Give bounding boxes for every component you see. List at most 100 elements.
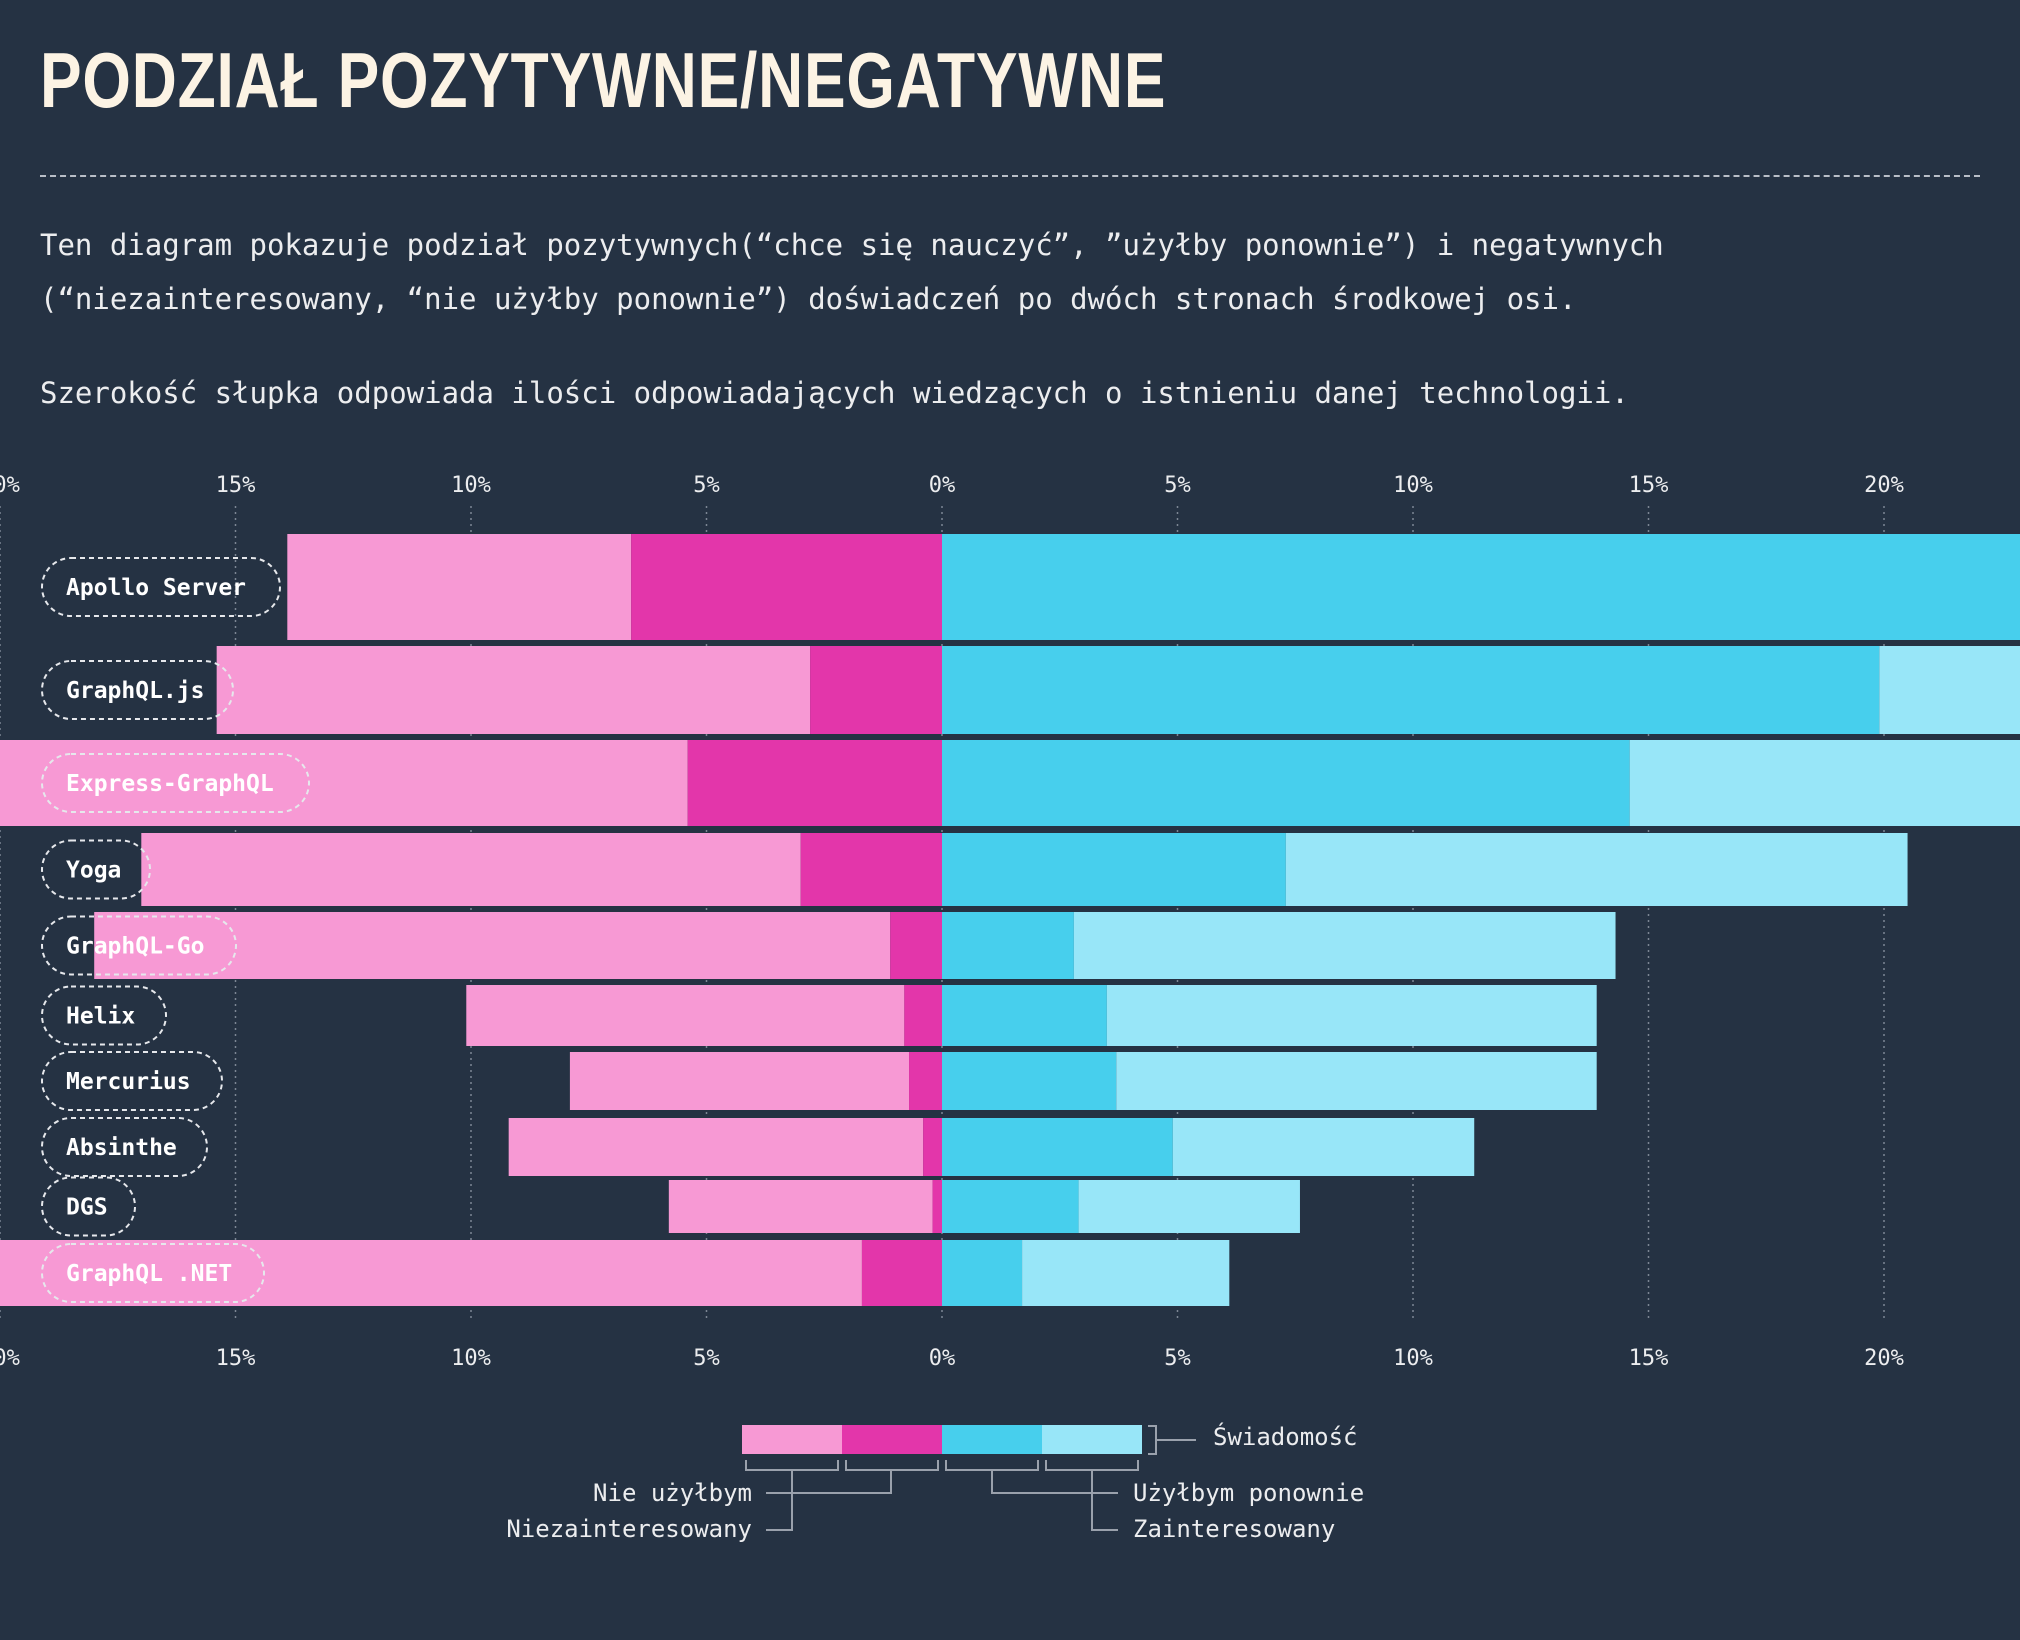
bar-segment-interested xyxy=(1022,1240,1230,1306)
category-label: GraphQL.js xyxy=(41,660,234,720)
x-tick-label-top: 10% xyxy=(451,473,491,498)
title-divider xyxy=(40,175,1980,177)
category-name: Absinthe xyxy=(66,1135,177,1161)
bar-segment-interested xyxy=(1116,1052,1597,1110)
category-label: Apollo Server xyxy=(41,557,281,617)
category-name: Apollo Server xyxy=(66,575,246,601)
bar-segment-would-not-use xyxy=(800,833,942,906)
bar-segment-interested xyxy=(1172,1118,1475,1176)
category-label: GraphQL-Go xyxy=(41,915,237,976)
bars xyxy=(0,534,2020,1306)
bar-segment-would-use xyxy=(942,985,1107,1046)
bar-segment-would-not-use xyxy=(932,1180,942,1233)
bar-segment-interested xyxy=(1078,1180,1300,1233)
x-tick-label-bottom: 15% xyxy=(1629,1346,1669,1371)
bar-segment-not-interested xyxy=(508,1118,924,1176)
category-pill-border xyxy=(41,839,151,900)
legend-awareness-bracket xyxy=(1148,1425,1157,1455)
bar-segment-would-not-use xyxy=(810,646,942,734)
category-label: DGS xyxy=(41,1176,136,1237)
legend-connector xyxy=(1091,1493,1118,1531)
category-label: Helix xyxy=(41,985,167,1046)
category-labels: Apollo Server GraphQL.js Express-GraphQL Yo… xyxy=(41,557,310,1303)
legend-connector xyxy=(991,1470,1093,1494)
legend-swatch xyxy=(742,1425,842,1454)
category-pill-border xyxy=(41,985,167,1046)
x-tick-label-top: 0% xyxy=(929,473,956,498)
category-name: DGS xyxy=(66,1195,108,1221)
bar-segment-interested xyxy=(1629,740,2020,826)
legend-swatch xyxy=(842,1425,942,1454)
x-tick-label-bottom: 0% xyxy=(929,1346,956,1371)
bar-segment-would-use xyxy=(942,740,1630,826)
bar-segment-interested xyxy=(1106,985,1597,1046)
description-paragraph-2: Szerokość słupka odpowiada ilości odpowi… xyxy=(40,376,1629,410)
category-pill-border xyxy=(41,660,234,720)
bar-segment-would-use xyxy=(942,912,1074,979)
x-tick-label-bottom: 10% xyxy=(451,1346,491,1371)
x-tick-label-top: 20% xyxy=(1864,473,1904,498)
description-paragraph-1: Ten diagram pokazuje podział pozytywnych… xyxy=(40,228,1664,316)
bar-segment-not-interested xyxy=(141,833,801,906)
x-tick-label-top: 10% xyxy=(1393,473,1433,498)
bar-segment-not-interested xyxy=(216,646,811,734)
legend: Świadomość Nie użyłbym Niezainteresowany Uż… xyxy=(506,1421,1364,1543)
bar-segment-would-not-use xyxy=(861,1240,942,1306)
legend-label-would-use: Użyłbym ponownie xyxy=(1133,1479,1364,1507)
category-name: Mercurius xyxy=(66,1069,191,1095)
legend-swatch xyxy=(1042,1425,1142,1454)
category-pill-border xyxy=(41,915,237,976)
bar-segment-interested xyxy=(1073,912,1616,979)
legend-connector xyxy=(766,1493,793,1531)
bar-segment-would-use xyxy=(942,1240,1023,1306)
bar-segment-not-interested xyxy=(569,1052,910,1110)
legend-label-interested: Zainteresowany xyxy=(1133,1515,1335,1543)
legend-swatch xyxy=(942,1425,1042,1454)
category-name: GraphQL.js xyxy=(66,678,204,704)
bar-segment-not-interested xyxy=(287,534,632,640)
legend-label-not-interested: Niezainteresowany xyxy=(506,1515,752,1543)
bar-segment-would-use xyxy=(942,1118,1173,1176)
x-tick-label-top: 20% xyxy=(0,473,20,498)
category-name: Yoga xyxy=(66,858,121,884)
legend-segment-bracket xyxy=(845,1460,939,1471)
bar-segment-would-use xyxy=(942,534,2020,640)
axis-ticks: 20% 20% 15% 15% 10% 10% 5% 5% 0% 0% 5% 5% 10% 10% 15% 1… xyxy=(0,473,1904,1371)
x-tick-label-top: 5% xyxy=(693,473,720,498)
category-name: GraphQL-Go xyxy=(66,934,204,960)
legend-label-awareness: Świadomość xyxy=(1213,1421,1358,1451)
bar-segment-would-not-use xyxy=(904,985,942,1046)
legend-segment-bracket xyxy=(945,1460,1039,1471)
bar-segment-would-not-use xyxy=(909,1052,942,1110)
legend-segment-bracket xyxy=(1045,1460,1139,1471)
x-tick-label-bottom: 20% xyxy=(1864,1346,1904,1371)
category-pill-border xyxy=(41,1051,223,1111)
category-label: Mercurius xyxy=(41,1051,223,1111)
category-label: Absinthe xyxy=(41,1117,208,1177)
page-title: PODZIAŁ POZYTYWNE/NEGATYWNE xyxy=(40,36,1167,124)
bar-segment-not-interested xyxy=(0,1240,862,1306)
bar-segment-would-use xyxy=(942,1180,1079,1233)
x-tick-label-bottom: 20% xyxy=(0,1346,20,1371)
bar-segment-would-not-use xyxy=(631,534,942,640)
bar-segment-not-interested xyxy=(94,912,891,979)
x-tick-label-top: 15% xyxy=(216,473,256,498)
legend-segment-bracket xyxy=(745,1460,839,1471)
bar-segment-interested xyxy=(1879,646,2020,734)
bar-segment-would-not-use xyxy=(890,912,942,979)
bar-segment-not-interested xyxy=(668,1180,933,1233)
category-pill-border xyxy=(41,753,310,813)
category-pill-border xyxy=(41,557,281,617)
diverging-bar-chart: 20% 20% 15% 15% 10% 10% 5% 5% 0% 0% 5% 5% 10% 10% 15% 1… xyxy=(0,473,2020,1543)
bar-segment-would-use xyxy=(942,833,1286,906)
bar-segment-not-interested xyxy=(0,740,688,826)
x-tick-label-top: 15% xyxy=(1629,473,1669,498)
x-tick-label-bottom: 5% xyxy=(1164,1346,1191,1371)
category-label: Yoga xyxy=(41,839,151,900)
bar-segment-would-use xyxy=(942,1052,1117,1110)
category-name: Helix xyxy=(66,1004,135,1030)
category-label: Express-GraphQL xyxy=(41,753,310,813)
legend-connector xyxy=(791,1470,892,1494)
category-name: Express-GraphQL xyxy=(66,771,274,797)
bar-segment-would-use xyxy=(942,646,1880,734)
